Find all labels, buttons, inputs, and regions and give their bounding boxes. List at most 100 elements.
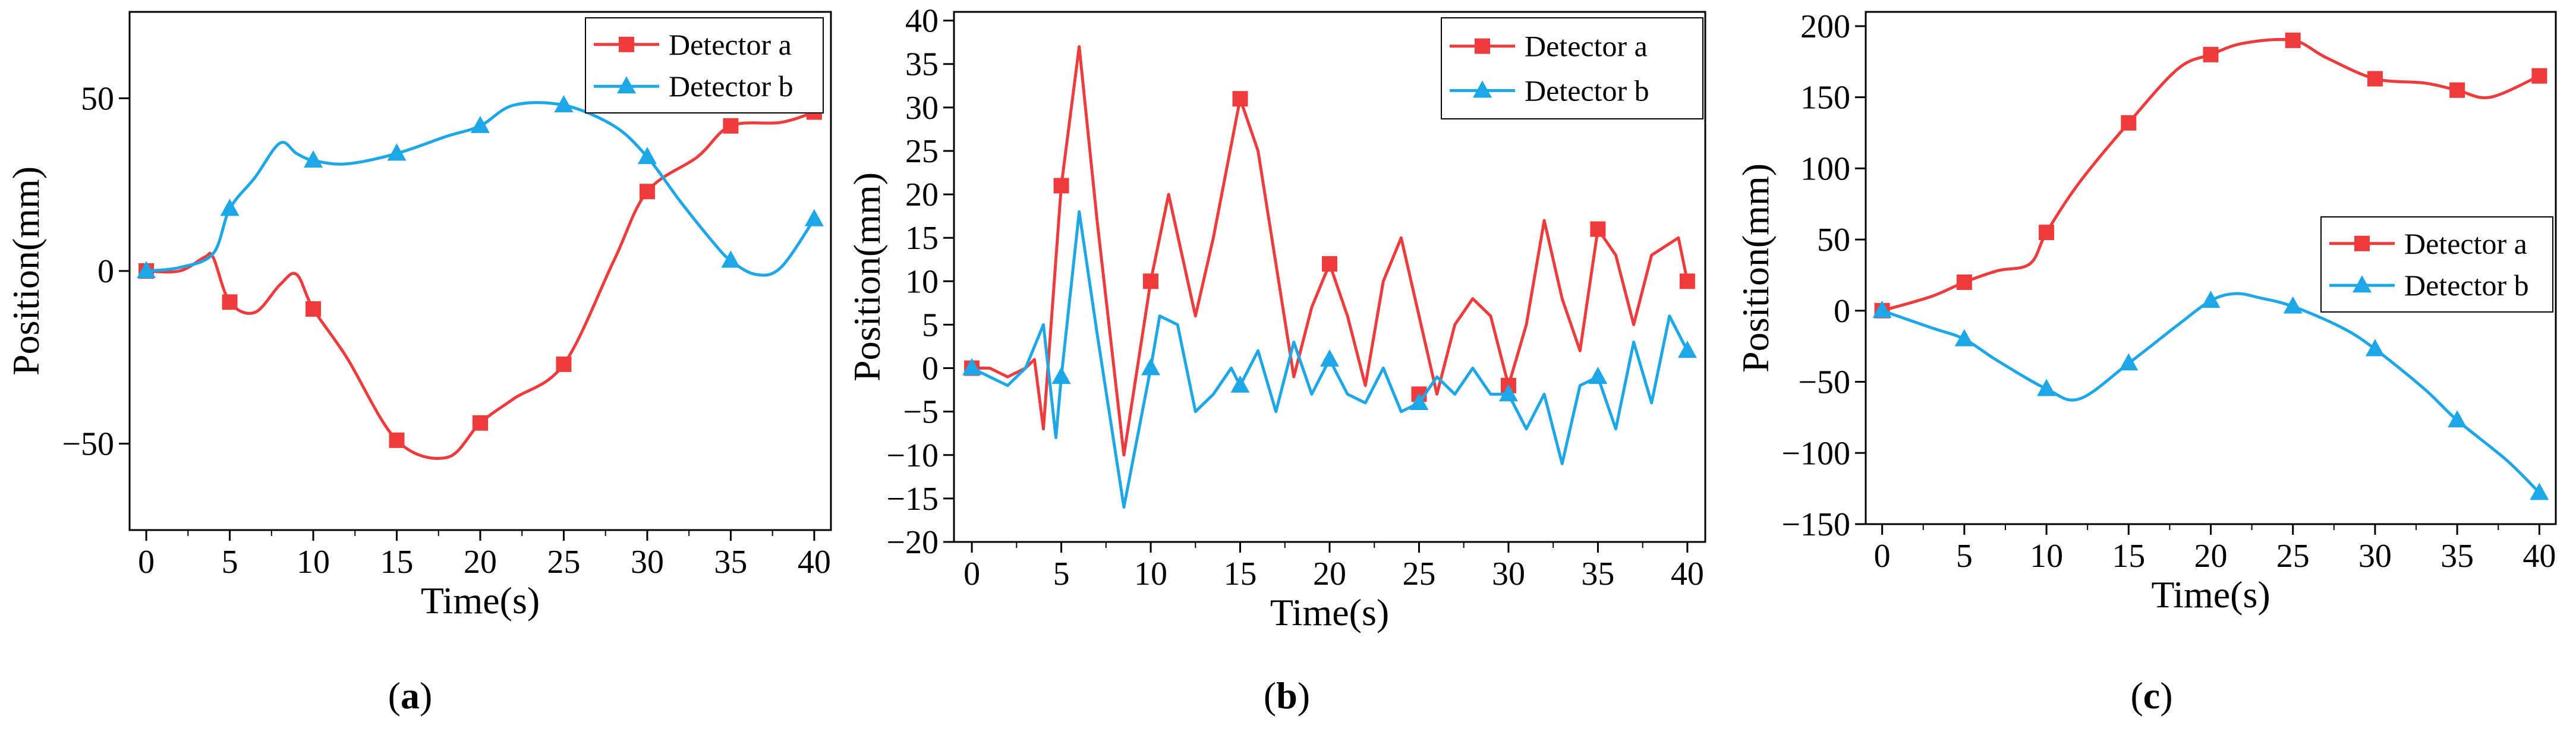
- data-point-square: [723, 118, 739, 134]
- data-point-square: [1679, 273, 1695, 289]
- y-tick-label: 0: [97, 253, 114, 290]
- y-tick-label: −5: [903, 394, 939, 431]
- legend-label: Detector a: [2404, 227, 2527, 260]
- data-point-triangle: [1498, 384, 1518, 402]
- y-tick-label: −100: [1781, 435, 1850, 472]
- x-tick-label: 10: [297, 544, 330, 581]
- y-tick-label: 50: [81, 80, 114, 117]
- data-point-square: [1143, 273, 1159, 289]
- data-point-square: [556, 356, 572, 372]
- data-point-triangle: [804, 209, 824, 226]
- y-tick-label: 50: [1817, 222, 1850, 258]
- data-point-triangle: [387, 143, 407, 161]
- x-tick-label: 5: [222, 544, 238, 581]
- data-point-triangle: [721, 250, 741, 268]
- x-tick-label: 40: [1671, 556, 1704, 592]
- x-tick-label: 35: [714, 544, 747, 581]
- y-tick-label: 10: [905, 263, 939, 300]
- data-point-triangle: [2448, 410, 2467, 428]
- series-line-detector-b: [971, 210, 1689, 509]
- chart-panel-a: 0 5 10 15 20 25 30 35 40 −50 0 50 Time(s) Position(mm…: [5, 11, 832, 717]
- data-point-square: [473, 415, 488, 431]
- legend-box: [585, 17, 824, 113]
- legend: Detector a Detector b: [2320, 216, 2553, 313]
- data-point-triangle: [471, 115, 490, 133]
- data-point-square: [389, 432, 405, 448]
- data-point-triangle: [1677, 340, 1697, 358]
- x-tick-label: 30: [631, 544, 664, 581]
- data-point-triangle: [1320, 349, 1339, 367]
- y-tick-label: 200: [1800, 8, 1850, 45]
- y-tick-label: −15: [886, 481, 939, 518]
- data-point-triangle: [1954, 329, 1974, 346]
- x-axis-title: Time(s): [1270, 591, 1389, 633]
- data-point-square: [2531, 68, 2547, 84]
- data-point-triangle: [1409, 393, 1429, 411]
- data-point-triangle: [1141, 358, 1161, 376]
- data-point-triangle: [137, 261, 156, 278]
- x-tick-label: 15: [380, 544, 414, 581]
- data-point-triangle: [554, 94, 574, 112]
- x-tick-label: 5: [1956, 538, 1973, 575]
- legend-marker-square: [2354, 235, 2370, 251]
- y-tick-label: 25: [905, 133, 939, 170]
- legend-label: Detector b: [669, 70, 793, 103]
- data-point-square: [1590, 221, 1606, 237]
- y-axis-title: Position(mm): [846, 172, 888, 381]
- y-tick-label: 40: [905, 3, 939, 40]
- data-point-triangle: [1588, 367, 1608, 384]
- legend-marker-triangle: [617, 76, 636, 94]
- y-tick-label: 30: [905, 90, 939, 127]
- data-point-triangle: [637, 147, 657, 165]
- y-tick-label: 0: [1834, 293, 1850, 330]
- x-tick-label: 20: [1313, 556, 1346, 592]
- y-axis-title: Position(mm): [5, 166, 47, 376]
- legend-box: [2320, 216, 2553, 313]
- data-point-square: [1232, 91, 1248, 107]
- data-point-square: [2367, 71, 2383, 87]
- x-tick-label: 25: [547, 544, 580, 581]
- y-tick-label: 20: [905, 176, 939, 213]
- y-tick-label: 5: [922, 307, 939, 343]
- data-point-square: [222, 294, 238, 310]
- data-point-triangle: [2365, 339, 2385, 357]
- y-tick-label: −50: [1798, 364, 1850, 401]
- legend-marker-triangle: [1473, 80, 1492, 98]
- legend-label: Detector b: [1525, 74, 1649, 107]
- data-point-square: [639, 184, 655, 200]
- x-tick-label: 0: [1874, 538, 1891, 575]
- data-point-triangle: [304, 150, 323, 168]
- y-tick-label: 15: [905, 220, 939, 257]
- legend: Detector a Detector b: [1441, 17, 1703, 119]
- data-point-square: [1053, 178, 1069, 194]
- x-tick-label: 30: [2358, 538, 2392, 575]
- y-tick-label: 35: [905, 46, 939, 83]
- legend-marker-triangle: [2353, 275, 2372, 293]
- series-line-detector-b: [146, 101, 815, 277]
- data-point-square: [2121, 115, 2137, 131]
- x-tick-label: 10: [2030, 538, 2063, 575]
- series-line-detector-a: [972, 45, 1689, 457]
- data-point-square: [1956, 274, 1972, 290]
- x-tick-label: 40: [2523, 538, 2556, 575]
- y-tick-label: −10: [886, 437, 939, 474]
- chart-panel-c: 0 5 10 15 20 25 30 35 40 −150 −100 −50 0 50 100 150 200 T…: [1734, 8, 2557, 717]
- x-tick-label: 5: [1053, 556, 1070, 592]
- x-tick-label: 30: [1492, 556, 1525, 592]
- data-point-triangle: [962, 358, 982, 376]
- x-tick-label: 20: [464, 544, 497, 581]
- series-line-detector-b: [1881, 292, 2541, 494]
- data-point-square: [2449, 82, 2465, 98]
- data-point-triangle: [220, 198, 240, 216]
- legend-box: [1441, 17, 1703, 119]
- x-tick-label: 0: [138, 544, 155, 581]
- x-tick-label: 10: [1134, 556, 1167, 592]
- chart-panel-b: 0 5 10 15 20 25 30 35 40 −20 −15 −10 −5 0 5 10 15 20 25 30 3…: [846, 3, 1706, 717]
- series-line-detector-a: [146, 111, 815, 460]
- data-point-triangle: [2283, 296, 2303, 314]
- data-point-triangle: [2119, 353, 2139, 371]
- data-point-triangle: [2530, 483, 2549, 500]
- data-point-square: [306, 301, 322, 317]
- x-tick-label: 0: [963, 556, 980, 592]
